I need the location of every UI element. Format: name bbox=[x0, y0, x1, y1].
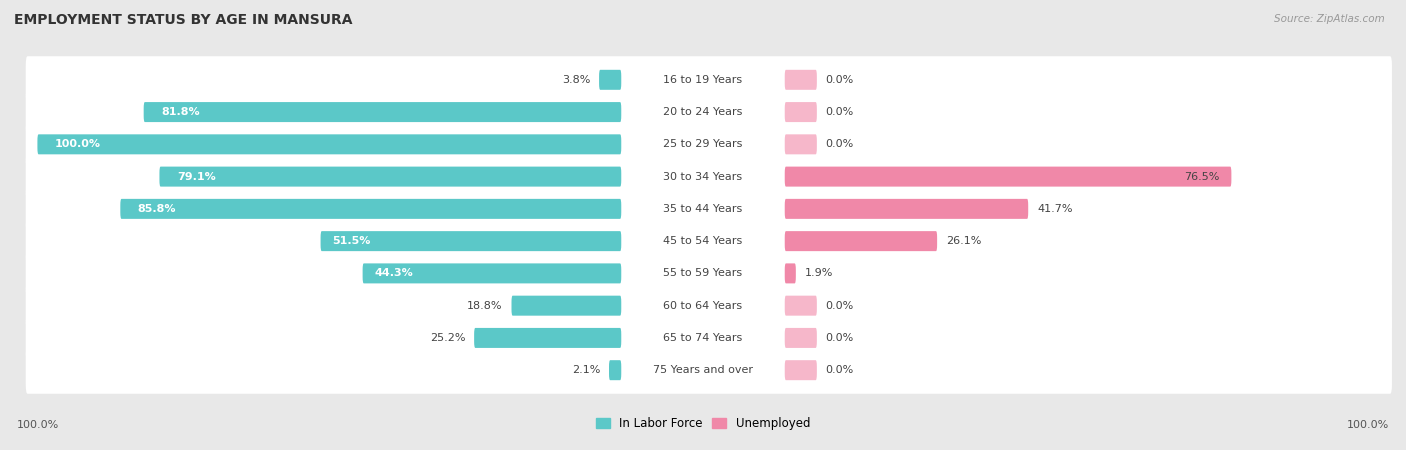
Text: 100.0%: 100.0% bbox=[17, 420, 59, 430]
Text: 55 to 59 Years: 55 to 59 Years bbox=[664, 268, 742, 279]
FancyBboxPatch shape bbox=[599, 70, 621, 90]
FancyBboxPatch shape bbox=[159, 166, 621, 187]
Text: 20 to 24 Years: 20 to 24 Years bbox=[664, 107, 742, 117]
Text: 3.8%: 3.8% bbox=[562, 75, 591, 85]
Text: 100.0%: 100.0% bbox=[55, 140, 101, 149]
FancyBboxPatch shape bbox=[25, 250, 1392, 297]
FancyBboxPatch shape bbox=[25, 89, 1392, 135]
FancyBboxPatch shape bbox=[785, 231, 938, 251]
Legend: In Labor Force, Unemployed: In Labor Force, Unemployed bbox=[591, 412, 815, 435]
FancyBboxPatch shape bbox=[785, 263, 796, 284]
Text: 60 to 64 Years: 60 to 64 Years bbox=[664, 301, 742, 310]
Text: 25 to 29 Years: 25 to 29 Years bbox=[664, 140, 742, 149]
FancyBboxPatch shape bbox=[25, 153, 1392, 200]
Text: 51.5%: 51.5% bbox=[332, 236, 371, 246]
FancyBboxPatch shape bbox=[785, 102, 817, 122]
FancyBboxPatch shape bbox=[25, 346, 1392, 394]
Text: 100.0%: 100.0% bbox=[1347, 420, 1389, 430]
Text: Source: ZipAtlas.com: Source: ZipAtlas.com bbox=[1274, 14, 1385, 23]
FancyBboxPatch shape bbox=[321, 231, 621, 251]
Text: 76.5%: 76.5% bbox=[1184, 171, 1219, 182]
Text: 35 to 44 Years: 35 to 44 Years bbox=[664, 204, 742, 214]
Text: 0.0%: 0.0% bbox=[825, 107, 853, 117]
FancyBboxPatch shape bbox=[121, 199, 621, 219]
FancyBboxPatch shape bbox=[25, 218, 1392, 265]
Text: 16 to 19 Years: 16 to 19 Years bbox=[664, 75, 742, 85]
FancyBboxPatch shape bbox=[785, 70, 817, 90]
Text: 75 Years and over: 75 Years and over bbox=[652, 365, 754, 375]
Text: 25.2%: 25.2% bbox=[430, 333, 465, 343]
Text: 0.0%: 0.0% bbox=[825, 301, 853, 310]
Text: 81.8%: 81.8% bbox=[162, 107, 200, 117]
FancyBboxPatch shape bbox=[25, 56, 1392, 104]
Text: 41.7%: 41.7% bbox=[1038, 204, 1073, 214]
FancyBboxPatch shape bbox=[785, 328, 817, 348]
FancyBboxPatch shape bbox=[785, 199, 1028, 219]
FancyBboxPatch shape bbox=[25, 185, 1392, 232]
Text: 0.0%: 0.0% bbox=[825, 75, 853, 85]
FancyBboxPatch shape bbox=[474, 328, 621, 348]
Text: 65 to 74 Years: 65 to 74 Years bbox=[664, 333, 742, 343]
FancyBboxPatch shape bbox=[25, 282, 1392, 329]
Text: 0.0%: 0.0% bbox=[825, 333, 853, 343]
FancyBboxPatch shape bbox=[38, 135, 621, 154]
FancyBboxPatch shape bbox=[609, 360, 621, 380]
FancyBboxPatch shape bbox=[785, 135, 817, 154]
Text: 26.1%: 26.1% bbox=[946, 236, 981, 246]
Text: 44.3%: 44.3% bbox=[374, 268, 413, 279]
Text: 1.9%: 1.9% bbox=[804, 268, 832, 279]
FancyBboxPatch shape bbox=[25, 315, 1392, 361]
Text: EMPLOYMENT STATUS BY AGE IN MANSURA: EMPLOYMENT STATUS BY AGE IN MANSURA bbox=[14, 14, 353, 27]
Text: 18.8%: 18.8% bbox=[467, 301, 503, 310]
FancyBboxPatch shape bbox=[512, 296, 621, 315]
Text: 30 to 34 Years: 30 to 34 Years bbox=[664, 171, 742, 182]
Text: 85.8%: 85.8% bbox=[138, 204, 176, 214]
Text: 2.1%: 2.1% bbox=[572, 365, 600, 375]
FancyBboxPatch shape bbox=[785, 166, 1232, 187]
FancyBboxPatch shape bbox=[363, 263, 621, 284]
Text: 79.1%: 79.1% bbox=[177, 171, 215, 182]
FancyBboxPatch shape bbox=[785, 360, 817, 380]
Text: 45 to 54 Years: 45 to 54 Years bbox=[664, 236, 742, 246]
FancyBboxPatch shape bbox=[25, 121, 1392, 168]
Text: 0.0%: 0.0% bbox=[825, 365, 853, 375]
Text: 0.0%: 0.0% bbox=[825, 140, 853, 149]
FancyBboxPatch shape bbox=[143, 102, 621, 122]
FancyBboxPatch shape bbox=[785, 296, 817, 315]
